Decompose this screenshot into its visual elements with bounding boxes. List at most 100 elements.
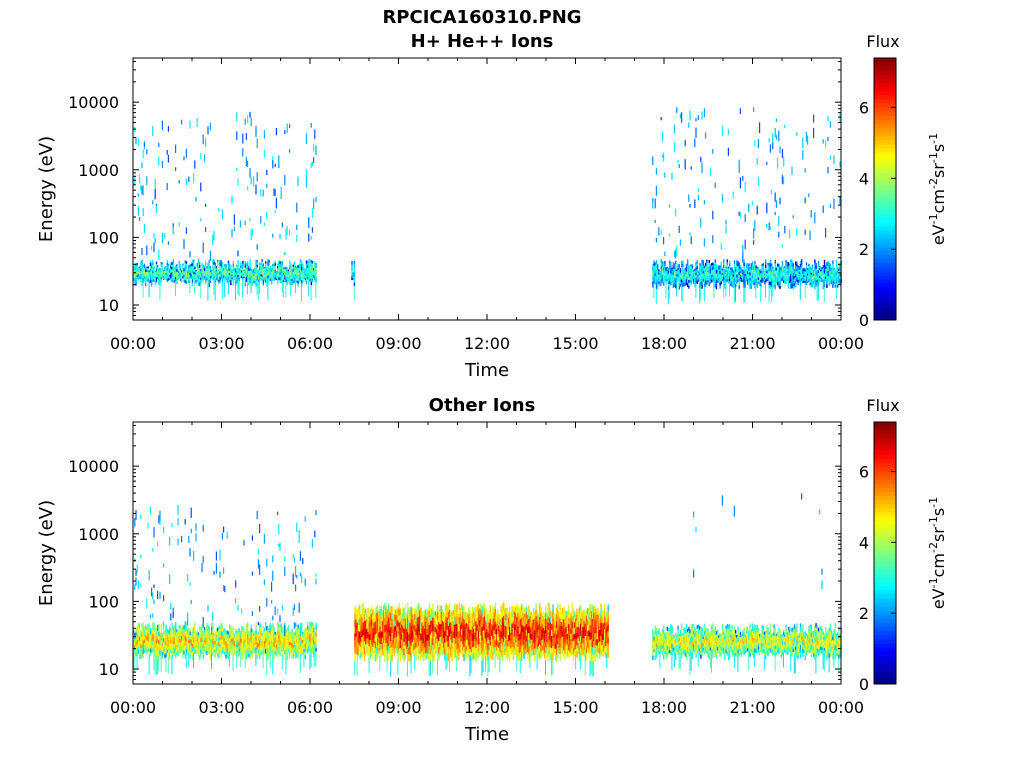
heatmap-cell (194, 265, 196, 268)
heatmap-cell (141, 645, 143, 650)
heatmap-cell (197, 282, 200, 286)
heatmap-cell (194, 637, 196, 642)
heatmap-cell (211, 642, 213, 647)
heatmap-cell (755, 281, 757, 284)
heatmap-cell (314, 279, 316, 283)
heatmap-cell (385, 624, 387, 631)
heatmap-cell (179, 272, 182, 275)
heatmap-cell (211, 271, 213, 274)
heatmap-cell (375, 613, 378, 621)
heatmap-cell (263, 579, 265, 585)
heatmap-cell (708, 259, 710, 264)
heatmap-cell (167, 651, 170, 656)
heatmap-cell (248, 273, 250, 276)
heatmap-cell (158, 656, 160, 672)
heatmap-cell (190, 647, 192, 651)
heatmap-cell (176, 274, 178, 277)
heatmap-cell (279, 632, 281, 637)
heatmap-cell (284, 646, 286, 651)
heatmap-cell (411, 608, 414, 615)
heatmap-cell (208, 266, 210, 271)
heatmap-cell (257, 637, 260, 641)
heatmap-cell (730, 281, 732, 284)
heatmap-cell (395, 631, 397, 638)
heatmap-cell (784, 272, 786, 275)
heatmap-cell (793, 273, 796, 277)
heatmap-cell (250, 646, 252, 651)
heatmap-cell (815, 265, 817, 269)
heatmap-cell (779, 146, 781, 154)
heatmap-cell (267, 631, 269, 637)
heatmap-cell (189, 548, 191, 557)
heatmap-cell (217, 267, 219, 271)
heatmap-cell (301, 283, 303, 287)
heatmap-cell (236, 633, 238, 637)
heatmap-cell (755, 270, 757, 273)
colorbar-tick-label: 0 (859, 311, 869, 330)
heatmap-cell (302, 263, 304, 267)
heatmap-cell (244, 637, 246, 640)
heatmap-cell (796, 266, 798, 270)
heatmap-cell (369, 633, 372, 641)
heatmap-cell (257, 285, 259, 301)
heatmap-cell (293, 638, 296, 642)
heatmap-cell (183, 639, 185, 644)
heatmap-cell (232, 641, 234, 646)
heatmap-cell (170, 634, 172, 638)
heatmap-cell (302, 275, 304, 278)
heatmap-cell (283, 282, 284, 298)
heatmap-cell (391, 605, 393, 613)
heatmap-cell (732, 191, 734, 199)
heatmap-cell (829, 278, 832, 282)
heatmap-cell (235, 651, 237, 656)
colorbar-swatch (874, 115, 896, 120)
heatmap-cell (409, 642, 411, 649)
heatmap-cell (195, 276, 197, 279)
heatmap-cell (296, 639, 298, 643)
heatmap-cell (731, 277, 733, 280)
heatmap-cell (707, 268, 709, 271)
heatmap-cell (665, 271, 667, 274)
heatmap-cell (202, 269, 204, 272)
heatmap-cell (284, 277, 286, 280)
heatmap-cell (266, 630, 268, 635)
heatmap-cell (176, 642, 178, 646)
heatmap-cell (178, 263, 180, 266)
heatmap-cell (179, 624, 182, 629)
heatmap-cell (352, 278, 354, 280)
heatmap-cell (703, 265, 706, 269)
heatmap-cell (309, 267, 311, 271)
heatmap-cell (155, 274, 158, 278)
heatmap-cell (667, 281, 670, 285)
heatmap-cell (147, 270, 149, 273)
heatmap-cell (304, 273, 306, 276)
heatmap-cell (159, 285, 161, 300)
heatmap-cell (798, 270, 800, 273)
heatmap-cell (241, 634, 243, 639)
heatmap-cell (685, 282, 688, 285)
y-tick-label: 10 (99, 296, 119, 315)
heatmap-cell (787, 284, 790, 289)
heatmap-cell (771, 278, 773, 282)
heatmap-cell (724, 271, 726, 275)
heatmap-cell (151, 280, 153, 284)
heatmap-cell (243, 540, 245, 546)
heatmap-cell (353, 267, 356, 271)
heatmap-cell (226, 279, 228, 282)
heatmap-cell (177, 630, 179, 635)
heatmap-cell (185, 633, 188, 639)
heatmap-cell (719, 279, 721, 283)
heatmap-cell (183, 278, 185, 281)
heatmap-cell (807, 268, 809, 271)
heatmap-cell (149, 268, 152, 272)
heatmap-cell (166, 265, 168, 269)
heatmap-cell (774, 274, 776, 279)
heatmap-cell (231, 195, 233, 205)
heatmap-cell (795, 280, 797, 285)
heatmap-cell (653, 263, 655, 267)
heatmap-cell (751, 278, 754, 282)
heatmap-cell (209, 268, 212, 271)
heatmap-cell (223, 650, 225, 654)
heatmap-cell (194, 649, 196, 655)
heatmap-cell (193, 626, 195, 631)
